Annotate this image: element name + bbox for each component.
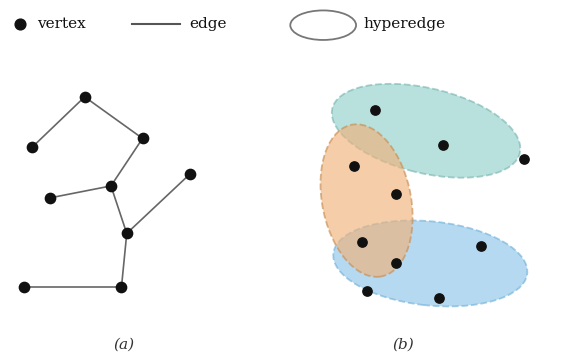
Point (392, 261, 401, 266)
Point (106, 183, 116, 189)
Point (15, 21, 25, 27)
Point (519, 156, 529, 161)
Point (117, 284, 126, 290)
Ellipse shape (332, 84, 521, 178)
Point (27, 144, 37, 150)
Point (434, 295, 443, 301)
Point (185, 171, 194, 177)
Text: edge: edge (189, 17, 227, 31)
Point (80, 94, 89, 100)
Point (122, 231, 132, 236)
Point (46, 195, 55, 201)
Point (362, 289, 371, 294)
Text: (b): (b) (392, 338, 414, 352)
Ellipse shape (333, 220, 527, 306)
Point (476, 243, 486, 249)
Point (19, 284, 29, 290)
Text: hyperedge: hyperedge (363, 17, 446, 31)
Point (392, 191, 401, 197)
Point (358, 240, 367, 245)
Text: vertex: vertex (37, 17, 86, 31)
Point (349, 163, 359, 169)
Point (371, 107, 380, 113)
Ellipse shape (320, 124, 412, 277)
Point (439, 142, 448, 148)
Point (138, 135, 147, 141)
Text: (a): (a) (114, 338, 134, 352)
